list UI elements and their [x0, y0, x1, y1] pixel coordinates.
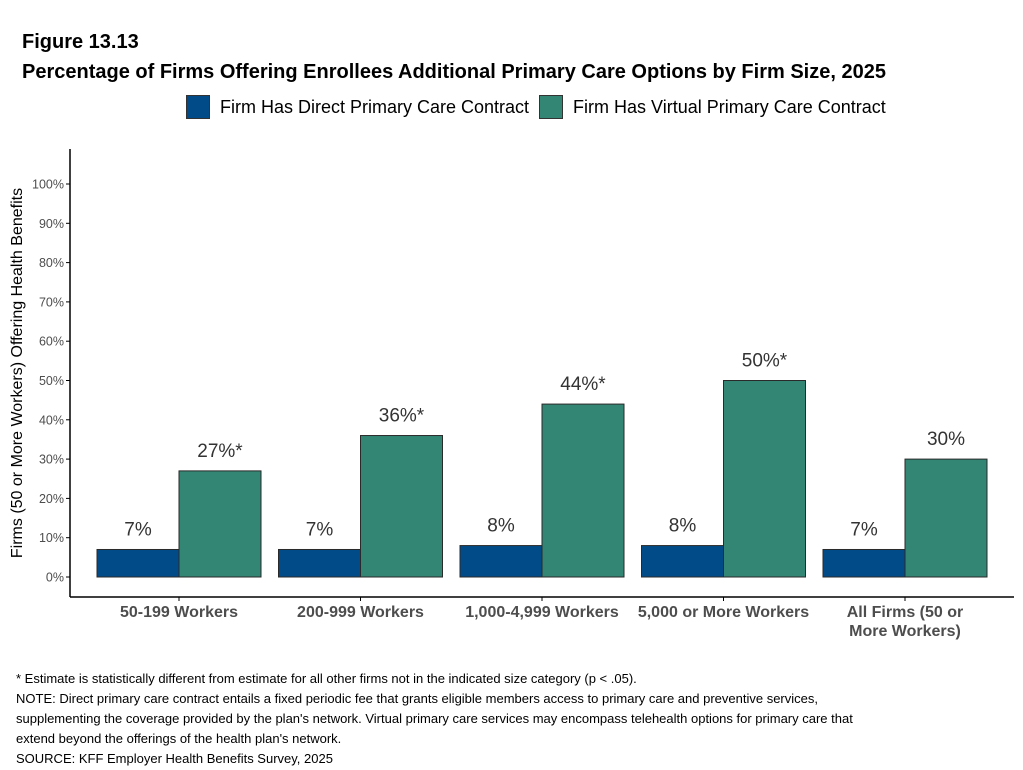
bar-direct [822, 548, 906, 578]
data-label-virtual: 44%* [560, 374, 606, 395]
bar-direct [641, 545, 724, 578]
chart-title: Percentage of Firms Offering Enrollees A… [22, 61, 886, 83]
bar-virtual [723, 380, 806, 578]
bar-chart: 0% 10% 20% 30% 40% 50% 60% 70% 80% 90% 100% Firms (… [9, 149, 1014, 640]
footnote-source: SOURCE: KFF Employer Health Benefits Sur… [16, 751, 333, 766]
legend-swatch-direct [186, 95, 210, 119]
footnote-note-line-1: NOTE: Direct primary care contract entai… [16, 691, 818, 706]
legend-item-virtual: Firm Has Virtual Primary Care Contract [539, 95, 886, 119]
bar-direct [459, 545, 543, 578]
data-label-direct: 7% [850, 519, 878, 540]
y-tick-label: 10% [39, 531, 64, 545]
figure-label: Figure 13.13 [22, 31, 139, 53]
legend-label-direct: Firm Has Direct Primary Care Contract [220, 96, 530, 117]
data-label-virtual: 36%* [379, 406, 425, 427]
data-label-direct: 7% [124, 519, 152, 540]
y-tick-label: 0% [46, 571, 64, 585]
y-axis-label: Firms (50 or More Workers) Offering Heal… [9, 188, 26, 558]
y-tick-label: 80% [39, 256, 64, 270]
footnote-note-line-3: extend beyond the offerings of the healt… [16, 731, 342, 746]
y-tick-label: 40% [39, 413, 64, 427]
y-tick-label: 100% [32, 178, 64, 192]
x-category-label: 50-199 Workers [120, 604, 238, 621]
bar-virtual [541, 403, 625, 578]
x-category-label: All Firms (50 or [847, 604, 963, 621]
bar-direct [96, 548, 180, 578]
x-category-label: 200-999 Workers [297, 604, 424, 621]
footnote-asterisk: * Estimate is statistically different fr… [16, 671, 637, 686]
footnotes: * Estimate is statistically different fr… [16, 669, 1006, 769]
x-category-label: 5,000 or More Workers [638, 604, 809, 621]
footnote-note-line-2: supplementing the coverage provided by t… [16, 711, 853, 726]
data-label-direct: 8% [669, 516, 697, 537]
bar-virtual [904, 458, 988, 578]
data-label-virtual: 30% [927, 429, 965, 450]
x-category-label: 1,000-4,999 Workers [465, 604, 619, 621]
data-label-virtual: 27%* [197, 441, 243, 462]
x-category-label: More Workers) [849, 623, 961, 640]
y-tick-label: 50% [39, 374, 64, 388]
chart-legend: Firm Has Direct Primary Care Contract Fi… [186, 95, 896, 119]
bar-virtual [178, 470, 262, 578]
y-tick-label: 20% [39, 492, 64, 506]
y-tick-label: 60% [39, 335, 64, 349]
legend-swatch-virtual [539, 95, 564, 119]
y-tick-label: 30% [39, 453, 64, 467]
y-tick-label: 70% [39, 295, 64, 309]
y-tick-label: 90% [39, 217, 64, 231]
bar-direct [278, 548, 361, 578]
legend-item-direct: Firm Has Direct Primary Care Contract [186, 95, 529, 119]
data-label-virtual: 50%* [742, 351, 788, 372]
legend-label-virtual: Firm Has Virtual Primary Care Contract [573, 96, 886, 117]
data-label-direct: 8% [487, 516, 515, 537]
data-label-direct: 7% [306, 519, 334, 540]
bar-virtual [360, 435, 443, 578]
